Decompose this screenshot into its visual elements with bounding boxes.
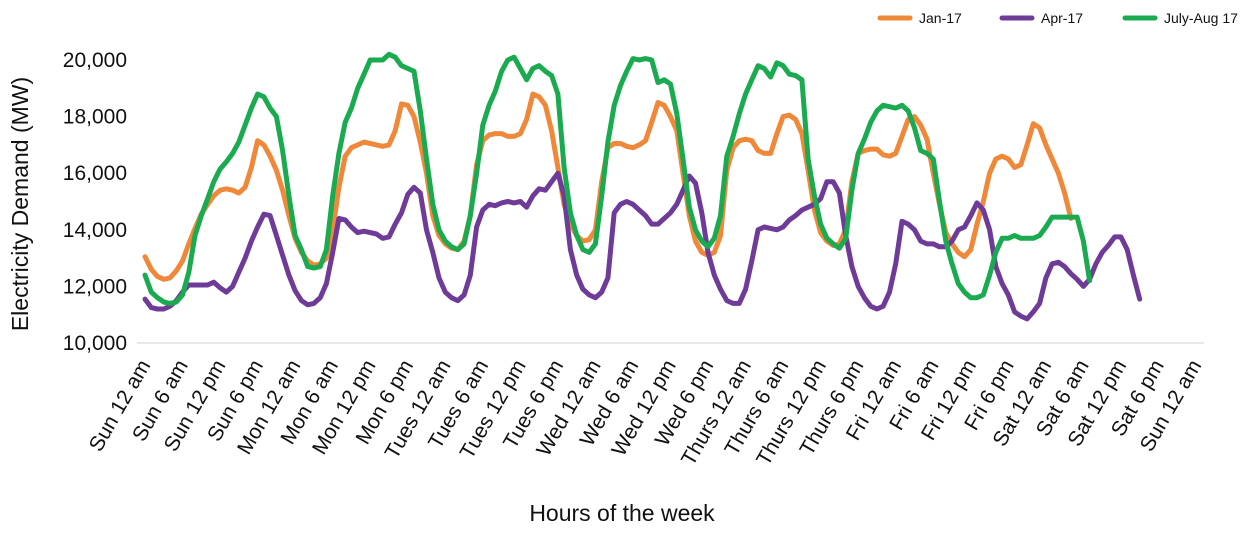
legend-label-jan-17: Jan-17 xyxy=(919,10,962,26)
y-axis-title: Electricity Demand (MW) xyxy=(7,77,33,331)
series-line-apr-17 xyxy=(142,170,1143,322)
plot-area xyxy=(142,51,1143,322)
y-tick-label: 10,000 xyxy=(63,332,127,355)
y-tick-label: 14,000 xyxy=(63,219,127,242)
y-tick-label: 12,000 xyxy=(63,275,127,298)
x-axis-title: Hours of the week xyxy=(529,500,715,526)
y-tick-label: 18,000 xyxy=(63,106,127,129)
y-tick-label: 20,000 xyxy=(63,49,127,72)
legend-label-july-aug-17: July-Aug 17 xyxy=(1164,10,1238,26)
legend: Jan-17 Apr-17 July-Aug 17 xyxy=(877,10,1238,26)
y-axis-ticks: 10,000 12,000 14,000 16,000 18,000 20,000 xyxy=(63,49,127,355)
y-tick-label: 16,000 xyxy=(63,162,127,185)
legend-label-apr-17: Apr-17 xyxy=(1041,10,1083,26)
series-line-july-aug-17 xyxy=(142,51,1093,306)
